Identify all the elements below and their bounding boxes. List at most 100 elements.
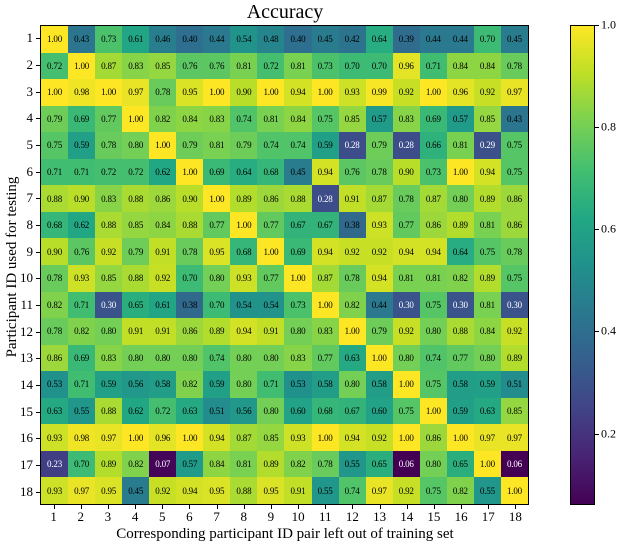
heatmap-cell: 0.07 bbox=[149, 450, 177, 478]
heatmap-cell: 0.88 bbox=[230, 477, 258, 504]
heatmap-cell: 0.68 bbox=[311, 397, 339, 425]
heatmap-cell: 1.00 bbox=[446, 158, 474, 186]
y-tick-label: 13 bbox=[20, 350, 33, 366]
x-tick-label: 4 bbox=[131, 509, 139, 524]
colorbar-tick-mark bbox=[595, 229, 599, 231]
x-tick-label: 15 bbox=[427, 509, 441, 524]
heatmap-cell: 0.94 bbox=[392, 238, 420, 265]
heatmap-cell: 0.57 bbox=[365, 105, 393, 133]
heatmap-cell: 0.81 bbox=[473, 211, 501, 239]
heatmap-cell: 1.00 bbox=[311, 291, 339, 319]
heatmap-cell: 0.63 bbox=[338, 344, 366, 372]
y-tick-mark bbox=[36, 331, 40, 333]
heatmap-cell: 0.78 bbox=[500, 52, 528, 80]
heatmap-cell: 0.74 bbox=[230, 105, 258, 133]
heatmap-cell: 0.64 bbox=[230, 158, 258, 186]
heatmap-cell: 0.40 bbox=[284, 26, 312, 53]
heatmap-cell: 0.60 bbox=[284, 397, 312, 425]
y-tick-label: 10 bbox=[20, 270, 33, 286]
heatmap-cell: 1.00 bbox=[284, 264, 312, 292]
y-tick-label: 2 bbox=[26, 57, 34, 72]
heatmap-cell: 0.43 bbox=[500, 105, 528, 133]
y-tick-label: 9 bbox=[26, 243, 34, 259]
heatmap-cell: 0.78 bbox=[95, 132, 123, 159]
heatmap-cell: 0.78 bbox=[149, 79, 177, 106]
heatmap-cell: 0.62 bbox=[68, 211, 96, 239]
heatmap-cell: 0.88 bbox=[122, 185, 150, 212]
heatmap-cell: 0.87 bbox=[230, 424, 258, 451]
heatmap-cell: 0.91 bbox=[257, 318, 285, 345]
y-tick-label: 16 bbox=[20, 430, 33, 446]
heatmap-cell: 0.74 bbox=[284, 132, 312, 159]
heatmap-cell: 1.00 bbox=[95, 79, 123, 106]
heatmap-cell: 0.82 bbox=[338, 291, 366, 319]
heatmap-cell: 0.86 bbox=[257, 185, 285, 212]
heatmap-cell: 0.58 bbox=[365, 371, 393, 398]
heatmap-cell: 0.38 bbox=[176, 291, 204, 319]
heatmap-cell: 0.68 bbox=[41, 211, 69, 239]
heatmap-cell: 0.48 bbox=[257, 26, 285, 53]
x-tick-label: 11 bbox=[318, 509, 332, 524]
heatmap-cell: 0.86 bbox=[41, 344, 69, 372]
heatmap-cell: 0.93 bbox=[230, 264, 258, 292]
heatmap-cell: 0.06 bbox=[392, 450, 420, 478]
heatmap-cell: 0.86 bbox=[149, 185, 177, 212]
y-tick-label: 12 bbox=[20, 323, 33, 339]
heatmap-cell: 0.55 bbox=[338, 450, 366, 478]
colorbar-tick-mark bbox=[595, 433, 599, 435]
y-tick-label: 18 bbox=[20, 483, 33, 499]
heatmap-cell: 1.00 bbox=[203, 79, 231, 106]
x-tick-mark bbox=[270, 505, 272, 509]
heatmap-cell: 0.92 bbox=[338, 238, 366, 265]
x-axis-label: Corresponding participant ID pair left o… bbox=[116, 526, 454, 542]
heatmap-cell: 0.54 bbox=[257, 291, 285, 319]
heatmap-cell: 0.81 bbox=[446, 132, 474, 159]
y-tick-mark bbox=[36, 251, 40, 253]
heatmap-cell: 0.45 bbox=[284, 158, 312, 186]
heatmap-cell: 0.67 bbox=[311, 211, 339, 239]
heatmap-cell: 0.92 bbox=[149, 477, 177, 504]
colorbar-tick-label: 0.4 bbox=[601, 323, 616, 338]
heatmap-cell: 1.00 bbox=[311, 79, 339, 106]
heatmap-cell: 0.74 bbox=[338, 477, 366, 504]
heatmap-cell: 0.93 bbox=[41, 424, 69, 451]
heatmap-cell: 0.81 bbox=[419, 264, 447, 292]
heatmap-cell: 0.81 bbox=[473, 291, 501, 319]
heatmap-cell: 0.75 bbox=[392, 397, 420, 425]
heatmap-cell: 0.80 bbox=[95, 318, 123, 345]
heatmap-cell: 0.89 bbox=[473, 264, 501, 292]
heatmap-cell: 1.00 bbox=[41, 26, 69, 53]
heatmap-cell: 0.55 bbox=[68, 397, 96, 425]
colorbar-tick-label: 0.8 bbox=[601, 119, 616, 134]
x-tick-label: 5 bbox=[159, 509, 166, 524]
heatmap-cell: 0.30 bbox=[95, 291, 123, 319]
y-tick-mark bbox=[36, 491, 40, 493]
heatmap-cell: 0.57 bbox=[176, 450, 204, 478]
heatmap-cell: 0.75 bbox=[419, 477, 447, 504]
heatmap-cell: 0.91 bbox=[338, 185, 366, 212]
heatmap-cell: 0.82 bbox=[122, 450, 150, 478]
heatmap-cell: 1.00 bbox=[365, 344, 393, 372]
y-tick-mark bbox=[36, 65, 40, 66]
heatmap-cell: 0.80 bbox=[230, 371, 258, 398]
heatmap-cell: 0.23 bbox=[41, 450, 69, 478]
heatmap-cell: 0.95 bbox=[203, 238, 231, 265]
heatmap-cell: 0.82 bbox=[446, 264, 474, 292]
x-tick-mark bbox=[216, 505, 218, 509]
heatmap-cell: 0.99 bbox=[365, 79, 393, 106]
heatmap-cell: 0.60 bbox=[365, 397, 393, 425]
heatmap-cell: 1.00 bbox=[338, 318, 366, 345]
heatmap-cell: 0.85 bbox=[338, 105, 366, 133]
heatmap-cell: 0.82 bbox=[446, 477, 474, 504]
heatmap-cell: 0.92 bbox=[392, 477, 420, 504]
x-tick-label: 9 bbox=[267, 509, 275, 524]
heatmap-cell: 0.75 bbox=[41, 132, 69, 159]
heatmap-cell: 0.67 bbox=[284, 211, 312, 239]
colorbar-tick-label: 1.0 bbox=[601, 17, 616, 32]
heatmap-cell: 0.57 bbox=[446, 105, 474, 133]
colorbar bbox=[570, 25, 595, 505]
heatmap-cell: 0.71 bbox=[68, 371, 96, 398]
heatmap-cell: 0.53 bbox=[41, 371, 69, 398]
heatmap-cell: 0.70 bbox=[473, 26, 501, 53]
heatmap-cell: 0.78 bbox=[311, 450, 339, 478]
